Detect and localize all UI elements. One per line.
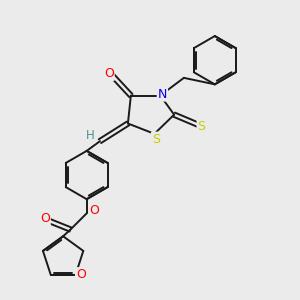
Text: O: O <box>104 67 114 80</box>
Text: N: N <box>158 88 167 100</box>
Text: S: S <box>152 133 160 146</box>
Text: H: H <box>86 129 95 142</box>
Text: O: O <box>90 204 100 217</box>
Text: S: S <box>197 120 206 133</box>
Text: O: O <box>76 268 86 281</box>
Text: O: O <box>40 212 50 225</box>
